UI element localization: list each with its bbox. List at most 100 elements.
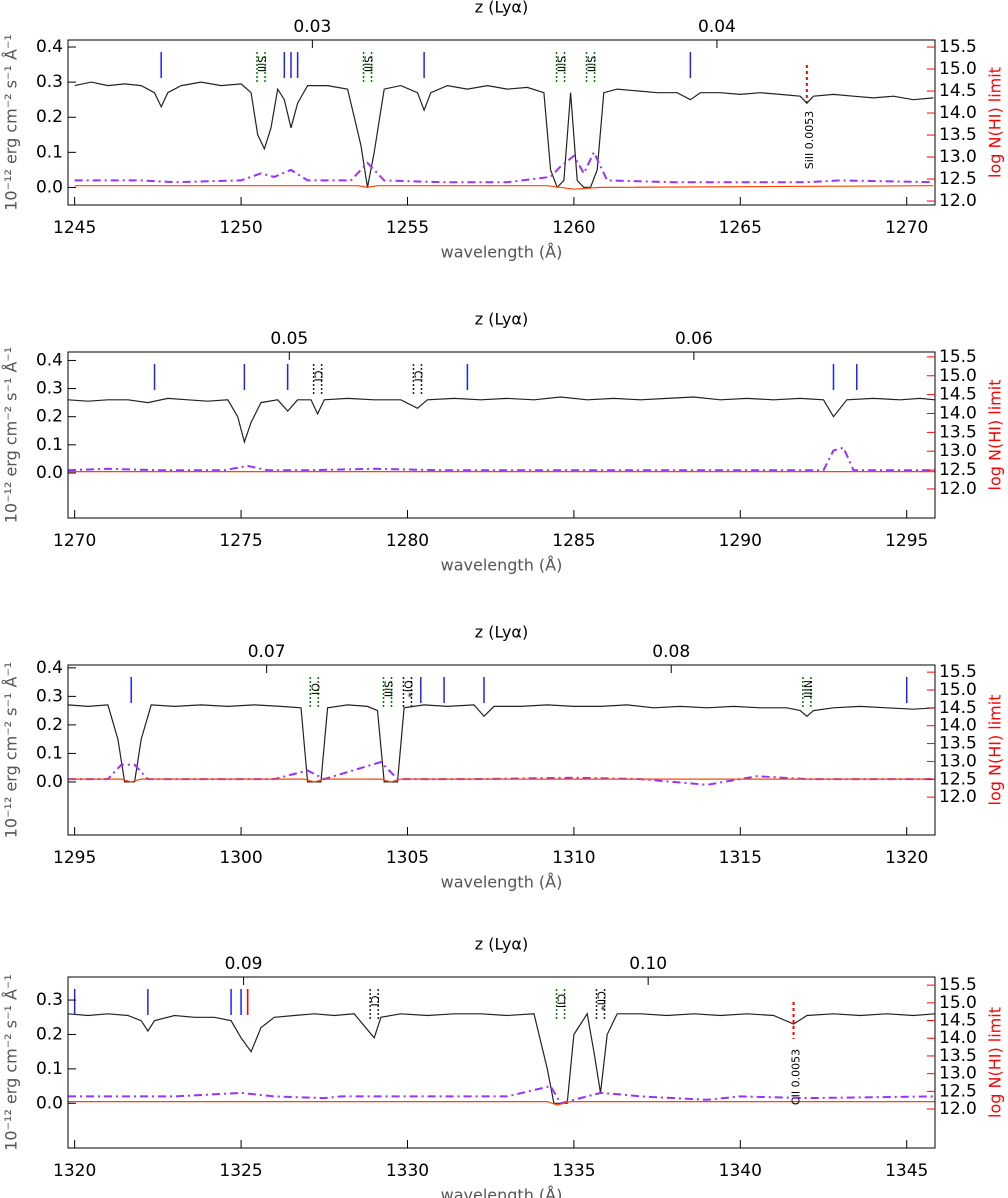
y2-tick-label: 12.5 [939,1081,977,1101]
x2-tick-label: 0.05 [270,329,308,349]
y2-tick-label: 13.5 [939,125,977,145]
ion-label: CII* [595,991,608,1011]
y2-tick-label: 13.5 [939,1046,977,1066]
y-tick-label: 0.3 [36,990,63,1010]
y2-tick-label: 15.5 [939,975,977,995]
x-tick-label: 1335 [552,1161,595,1181]
y-tick-label: 0.0 [36,177,63,197]
ion-label: CI [312,371,325,382]
x-tick-label: 1260 [552,218,595,238]
y-axis-label: 10⁻¹² erg cm⁻² s⁻¹ Å⁻¹ [2,662,21,839]
y2-tick-label: 12.0 [939,479,977,499]
panel: OI SiII OI* NIII 1295 1300 1305 1310 1315 1320 0.0… [2,623,1005,892]
ion-label: CII [555,994,568,1008]
spectrum-line [67,446,935,472]
x2-tick-label: 0.06 [675,329,713,349]
ion-label: CI [411,371,424,382]
x2-tick-label: 0.08 [652,642,690,662]
x-tick-label: 1315 [719,848,762,868]
plot-frame [67,351,936,519]
y-tick-label: 0.2 [36,1024,63,1044]
ion-label: OI [308,683,321,695]
y2-tick-label: 12.5 [939,169,977,189]
x2-tick-label: 0.03 [293,17,331,37]
ion-label: SiII [255,56,268,73]
x2-tick-label: 0.09 [225,954,263,974]
ion-label: NIII [801,680,814,698]
spectrum-line [67,1012,936,1104]
y2-tick-label: 15.5 [939,347,977,367]
x-axis-label: wavelength (Å) [441,1186,563,1198]
y2-tick-label: 12.0 [939,1099,977,1119]
plot-frame [67,664,936,836]
y-tick-label: 0.1 [36,142,63,162]
y2-tick-label: 12.5 [939,769,977,789]
limit-label: SiII 0.0053 [803,111,816,170]
x-tick-label: 1310 [552,848,595,868]
x-tick-label: 1250 [219,218,262,238]
spectrum-line [74,149,934,184]
y2-tick-label: 14.5 [939,698,977,718]
x-tick-label: 1275 [219,531,262,551]
y2-tick-label: 15.0 [939,366,977,386]
y-tick-label: 0.4 [36,350,63,370]
y2-axis-label: log N(HI) limit [986,695,1005,806]
y-tick-label: 0.0 [36,772,63,792]
spectrum-line [74,185,934,190]
y2-tick-label: 15.5 [939,662,977,682]
y2-tick-label: 13.0 [939,1064,977,1084]
y2-tick-label: 13.5 [939,734,977,754]
y-tick-label: 0.4 [36,658,63,678]
panel-title: z (Lyα) [475,310,528,329]
y2-tick-label: 14.5 [939,385,977,405]
x-tick-label: 1300 [219,848,262,868]
y-tick-label: 0.1 [36,1059,63,1079]
y2-axis-label: log N(HI) limit [986,67,1005,178]
y2-tick-label: 14.0 [939,716,977,736]
y-tick-label: 0.3 [36,379,63,399]
y2-tick-label: 14.5 [939,81,977,101]
panel: SiII SiII SiII SiII SiII 0.0053 1245 1250 1255 1… [2,0,1005,262]
x2-tick-label: 0.07 [248,642,286,662]
x-axis-label: wavelength (Å) [441,243,563,262]
spectrum-line [68,1084,936,1105]
panel: CI CII CII* CII 0.0053 1320 1325 1330 1335 1340 1… [2,935,1005,1198]
x-tick-label: 1320 [53,1161,96,1181]
y2-tick-label: 15.5 [939,37,977,57]
y-tick-label: 0.3 [36,72,63,92]
y-tick-label: 0.3 [36,686,63,706]
spectrum-line [67,704,936,783]
y-tick-label: 0.1 [36,743,63,763]
x-tick-label: 1325 [219,1161,262,1181]
panel-title: z (Lyα) [475,0,528,17]
y2-tick-label: 15.0 [939,993,977,1013]
x-axis-label: wavelength (Å) [441,556,563,575]
spectrum-line [74,81,934,189]
plot-frame [67,976,936,1149]
limit-label: CII 0.0053 [790,1049,803,1105]
y2-tick-label: 13.5 [939,422,977,442]
y-tick-label: 0.2 [36,107,63,127]
x-tick-label: 1330 [386,1161,429,1181]
ion-label: CI [368,996,381,1007]
x-tick-label: 1290 [719,531,762,551]
y2-tick-label: 14.0 [939,1028,977,1048]
x-tick-label: 1295 [53,848,96,868]
y-tick-label: 0.4 [36,37,63,57]
plot-frame [67,39,936,206]
x-tick-label: 1295 [885,531,928,551]
y2-axis-label: log N(HI) limit [986,1007,1005,1118]
x-tick-label: 1345 [885,1161,928,1181]
y-axis-label: 10⁻¹² erg cm⁻² s⁻¹ Å⁻¹ [2,34,21,211]
x-tick-label: 1280 [386,531,429,551]
y2-tick-label: 15.0 [939,680,977,700]
x-tick-label: 1270 [885,218,928,238]
x-tick-label: 1245 [53,218,96,238]
x-tick-label: 1285 [552,531,595,551]
y2-axis-label: log N(HI) limit [986,380,1005,491]
ion-label: SiII [382,681,395,698]
spectrum-line [68,778,935,783]
panel: CI CI 1270 1275 1280 1285 1290 1295 0.05 0.06 0.0 0… [2,310,1005,575]
x-tick-label: 1320 [885,848,928,868]
y2-tick-label: 14.5 [939,1011,977,1031]
